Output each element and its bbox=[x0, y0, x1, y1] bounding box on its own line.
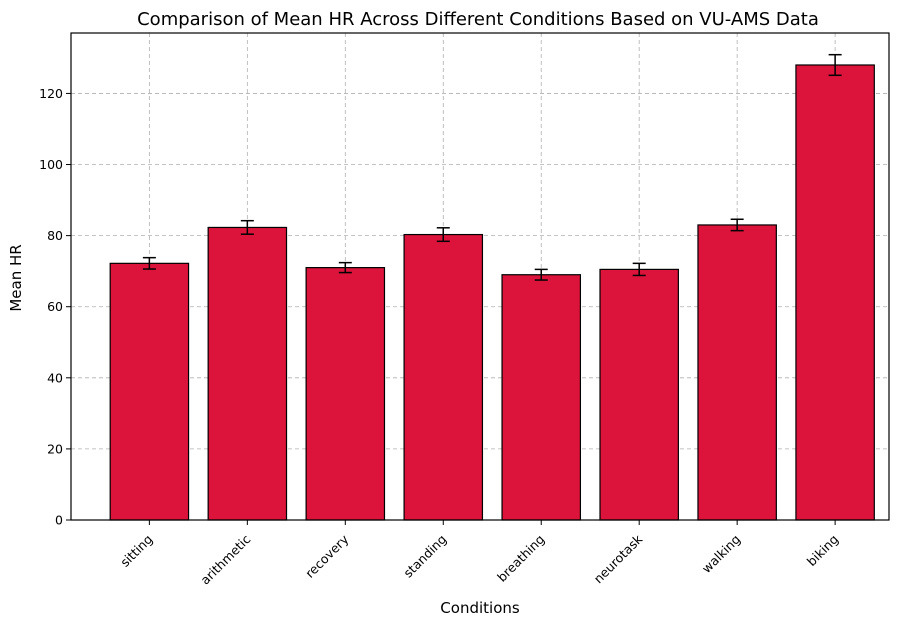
y-tick-label: 20 bbox=[47, 441, 63, 456]
x-tick-label: neurotask bbox=[591, 531, 646, 586]
chart-title: Comparison of Mean HR Across Different C… bbox=[137, 9, 819, 30]
y-tick-label: 80 bbox=[47, 228, 63, 243]
x-axis: sitting arithmetic recovery standing breathi… bbox=[117, 520, 841, 588]
y-tick-label: 100 bbox=[39, 157, 63, 172]
x-tick-label: sitting bbox=[117, 532, 155, 570]
y-tick-label: 0 bbox=[55, 513, 63, 528]
y-tick-label: 60 bbox=[47, 299, 63, 314]
y-axis-label: Mean HR bbox=[7, 244, 25, 311]
x-tick-label: breathing bbox=[494, 532, 547, 585]
bar-sitting bbox=[109, 262, 190, 521]
bar-recovery bbox=[305, 267, 386, 521]
bars bbox=[109, 64, 875, 521]
x-axis-label: Conditions bbox=[440, 599, 520, 617]
x-tick-label: standing bbox=[400, 532, 449, 581]
x-tick-label: biking bbox=[804, 532, 841, 569]
y-axis: 0 20 40 60 80 100 120 bbox=[39, 86, 71, 528]
bar-walking bbox=[697, 224, 777, 521]
x-tick-label: walking bbox=[699, 532, 744, 577]
bar-biking bbox=[795, 64, 875, 521]
error-bars bbox=[142, 53, 842, 281]
bar-arithmetic bbox=[207, 226, 288, 521]
x-tick-label: arithmetic bbox=[197, 531, 253, 587]
bar-standing bbox=[403, 233, 484, 521]
bar-breathing bbox=[501, 274, 582, 521]
x-tick-label: recovery bbox=[302, 531, 352, 581]
y-tick-label: 120 bbox=[39, 86, 63, 101]
plot-frame bbox=[70, 32, 890, 521]
y-tick-label: 40 bbox=[47, 370, 63, 385]
bar-neurotask bbox=[599, 268, 679, 521]
